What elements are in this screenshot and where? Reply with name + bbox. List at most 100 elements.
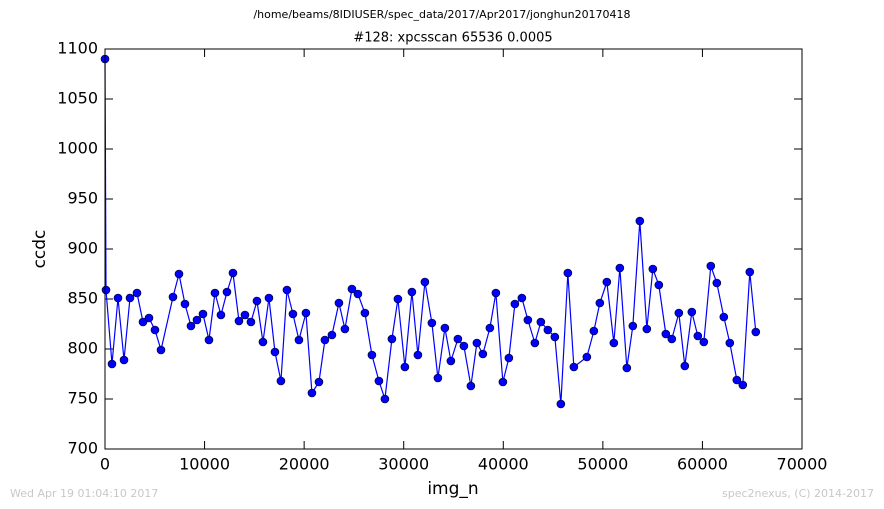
data-point: [367, 350, 377, 360]
data-point: [174, 269, 184, 279]
data-point: [491, 288, 501, 298]
x-tick-label: 70000: [777, 455, 828, 474]
data-point: [674, 308, 684, 318]
data-point: [393, 294, 403, 304]
data-point: [413, 350, 423, 360]
data-point: [550, 332, 560, 342]
data-point: [706, 261, 716, 271]
data-point: [472, 338, 482, 348]
data-point: [314, 377, 324, 387]
data-point: [648, 264, 658, 274]
data-point: [420, 277, 430, 287]
data-point: [609, 338, 619, 348]
data-point: [453, 334, 463, 344]
data-point: [258, 337, 268, 347]
data-point: [180, 299, 190, 309]
x-axis-label: img_n: [427, 479, 478, 499]
chart-title: #128: xpcsscan 65536 0.0005: [353, 31, 552, 46]
x-tick-label: 0: [100, 455, 110, 474]
data-point: [485, 323, 495, 333]
y-tick-label: 850: [67, 289, 98, 308]
data-point: [433, 373, 443, 383]
data-point: [101, 285, 111, 295]
data-point: [222, 287, 232, 297]
data-point: [327, 330, 337, 340]
data-point: [192, 315, 202, 325]
data-point: [680, 361, 690, 371]
data-point: [498, 377, 508, 387]
data-point: [732, 375, 742, 385]
data-point: [288, 309, 298, 319]
data-point: [204, 335, 214, 345]
data-point: [252, 296, 262, 306]
x-tick-label: 30000: [378, 455, 429, 474]
suptitle: /home/beams/8IDIUSER/spec_data/2017/Apr2…: [253, 8, 630, 21]
data-point: [569, 362, 579, 372]
y-tick-label: 900: [67, 239, 98, 258]
footer-right: spec2nexus, (C) 2014-2017: [722, 487, 874, 500]
x-tick-label: 60000: [677, 455, 728, 474]
data-point: [216, 310, 226, 320]
data-point: [427, 318, 437, 328]
data-point: [530, 338, 540, 348]
data-point: [589, 326, 599, 336]
data-point: [228, 268, 238, 278]
data-point: [654, 280, 664, 290]
data-point: [334, 298, 344, 308]
data-point: [234, 316, 244, 326]
data-point: [745, 267, 755, 277]
y-axis-label: ccdc: [30, 230, 50, 269]
data-point: [301, 308, 311, 318]
data-point: [270, 347, 280, 357]
data-point: [125, 293, 135, 303]
y-tick-label: 1000: [57, 139, 98, 158]
data-point: [661, 329, 671, 339]
data-point: [719, 312, 729, 322]
data-point: [407, 287, 417, 297]
data-point: [459, 341, 469, 351]
data-point: [138, 317, 148, 327]
data-point: [374, 376, 384, 386]
data-point: [712, 278, 722, 288]
data-point: [510, 299, 520, 309]
data-point: [387, 334, 397, 344]
data-point: [113, 293, 123, 303]
y-tick-label: 1100: [57, 39, 98, 58]
data-point: [400, 362, 410, 372]
data-point: [264, 293, 274, 303]
data-point: [543, 325, 553, 335]
data-point: [119, 355, 129, 365]
data-point: [210, 288, 220, 298]
data-point: [504, 353, 514, 363]
data-point: [198, 309, 208, 319]
data-point: [282, 285, 292, 295]
x-tick-label: 40000: [478, 455, 529, 474]
y-tick-label: 950: [67, 189, 98, 208]
data-point: [156, 345, 166, 355]
data-point: [446, 356, 456, 366]
data-point: [132, 288, 142, 298]
data-point: [478, 349, 488, 359]
data-point: [642, 324, 652, 334]
data-point: [150, 325, 160, 335]
y-tick-label: 1050: [57, 89, 98, 108]
data-point: [725, 338, 735, 348]
data-point: [307, 388, 317, 398]
data-point: [380, 394, 390, 404]
data-point: [693, 331, 703, 341]
data-point: [699, 337, 709, 347]
data-point: [582, 352, 592, 362]
data-point: [635, 216, 645, 226]
data-point: [517, 293, 527, 303]
data-point: [347, 284, 357, 294]
data-point: [751, 327, 761, 337]
y-tick-label: 750: [67, 389, 98, 408]
y-tick-label: 800: [67, 339, 98, 358]
data-point: [628, 321, 638, 331]
y-tick-label: 700: [67, 439, 98, 458]
x-tick-label: 20000: [279, 455, 330, 474]
data-point: [240, 310, 250, 320]
data-point: [440, 323, 450, 333]
data-point: [738, 380, 748, 390]
